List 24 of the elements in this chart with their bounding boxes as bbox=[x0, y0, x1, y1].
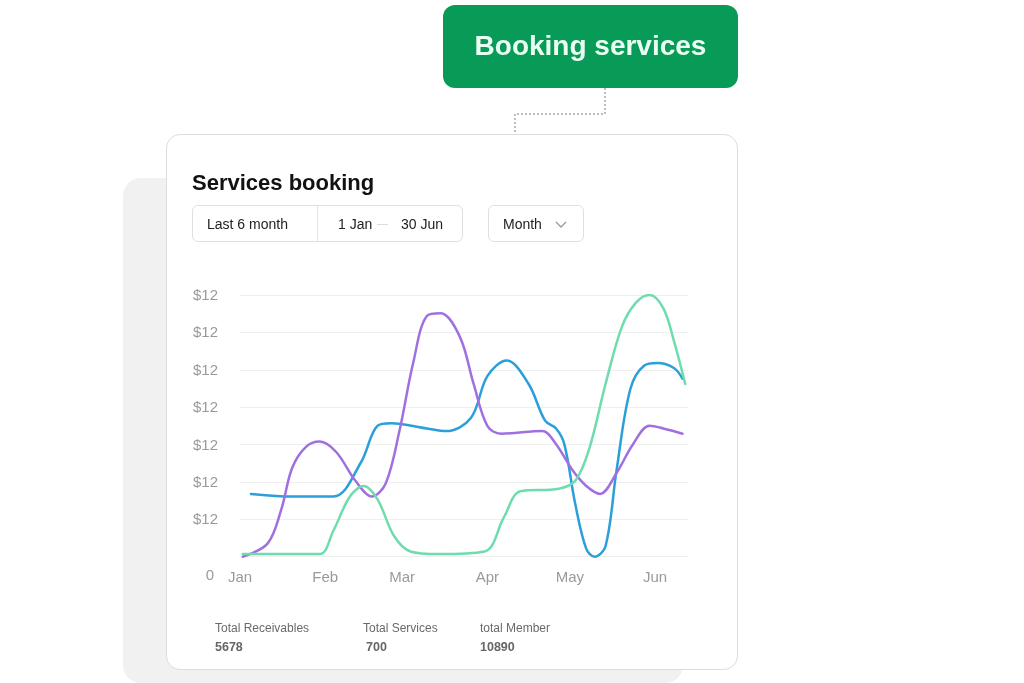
text: $12 bbox=[192, 360, 218, 378]
text: $12 bbox=[192, 286, 218, 303]
date-range-control: Last 6 month 1 Jan 30 Jun bbox=[192, 205, 463, 242]
text: $12 bbox=[192, 510, 218, 528]
text: $12 bbox=[192, 472, 218, 490]
month-dropdown: Month bbox=[488, 205, 584, 242]
text: $12 bbox=[192, 398, 218, 416]
x-tick-label: Jan bbox=[227, 567, 253, 585]
x-tick-label: Jun bbox=[642, 567, 668, 585]
x-tick-label: Apr bbox=[475, 567, 500, 585]
x-tick-label: May bbox=[555, 567, 585, 585]
text: Total Receivables bbox=[215, 621, 310, 635]
text: 0 bbox=[205, 566, 214, 583]
text: $12 bbox=[192, 435, 218, 453]
text: Total Services bbox=[363, 621, 438, 635]
text: 700 bbox=[366, 640, 387, 654]
text: total Member bbox=[480, 621, 551, 635]
x-tick-label: Feb bbox=[312, 567, 339, 585]
text: 10890 bbox=[480, 640, 515, 654]
text: 5678 bbox=[215, 640, 243, 654]
text: $12 bbox=[192, 323, 218, 341]
x-tick-label: Mar bbox=[389, 567, 416, 585]
badge: Booking services bbox=[443, 5, 738, 88]
chart-title: Services booking bbox=[192, 170, 375, 195]
